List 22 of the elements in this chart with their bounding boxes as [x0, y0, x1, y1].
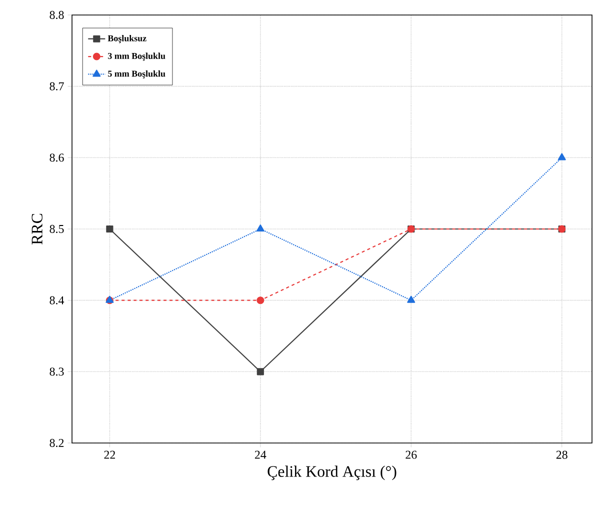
y-tick-label: 8.7: [50, 82, 64, 90]
y-tick-label: 8.5: [50, 224, 64, 234]
x-tick-label: 22: [104, 450, 115, 459]
legend-label: 5 mm Boşluklu: [108, 70, 166, 78]
y-tick-label: 8.2: [50, 438, 64, 448]
y-tick-label: 8.6: [50, 154, 64, 162]
point: [407, 296, 416, 303]
legend-label: 3 mm Boşluklu: [108, 52, 166, 61]
y-tick-label: 8.4: [50, 296, 64, 304]
y-tick-label: 8.3: [50, 368, 64, 376]
point: [558, 153, 566, 160]
x-axis-title: Çelik Kord Açısı (°): [268, 466, 396, 480]
y-tick-label: 8.8: [50, 10, 64, 20]
point: [106, 225, 114, 233]
y-axis-title: RRC: [32, 214, 42, 244]
point: [256, 368, 264, 376]
x-tick-label: 24: [254, 450, 266, 459]
legend-label: Boşluksuz: [108, 35, 146, 44]
point: [256, 296, 264, 304]
point: [256, 224, 264, 232]
x-tick-label: 28: [556, 450, 568, 459]
x-tick-label: 26: [406, 450, 417, 459]
